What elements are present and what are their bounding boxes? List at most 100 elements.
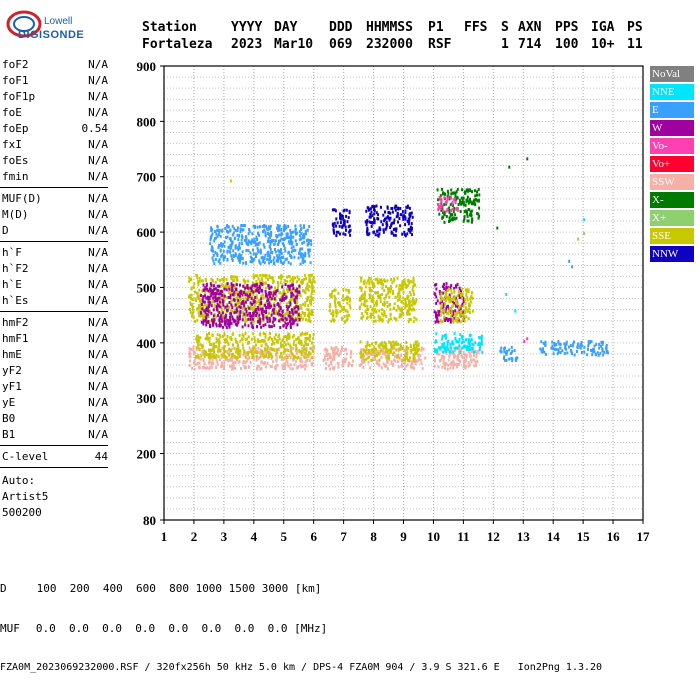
echo-point bbox=[222, 291, 225, 295]
echo-point bbox=[377, 213, 379, 217]
echo-point bbox=[215, 236, 218, 240]
echo-point bbox=[263, 310, 266, 314]
echo-point bbox=[473, 198, 476, 202]
echo-point bbox=[414, 301, 417, 305]
x-tick-label: 16 bbox=[607, 529, 621, 544]
footer: D 100 200 400 600 800 1000 1500 3000 [km]… bbox=[0, 556, 602, 689]
echo-point bbox=[280, 251, 283, 255]
header-label-s: S bbox=[501, 20, 509, 35]
echo-point bbox=[390, 346, 393, 350]
echo-point bbox=[458, 313, 461, 317]
echo-point bbox=[264, 332, 267, 336]
param-row-yf2: yF2 N/A bbox=[2, 364, 108, 378]
echo-point bbox=[289, 322, 292, 326]
echo-point bbox=[300, 339, 303, 343]
echo-point bbox=[539, 347, 542, 351]
echo-point bbox=[285, 226, 288, 230]
echo-point bbox=[439, 201, 442, 205]
echo-point bbox=[310, 312, 312, 316]
echo-point bbox=[335, 352, 338, 356]
echo-point bbox=[406, 220, 409, 223]
x-tick-label: 3 bbox=[221, 529, 228, 544]
echo-point bbox=[541, 348, 544, 352]
echo-point bbox=[216, 284, 219, 288]
echo-point bbox=[236, 309, 239, 313]
echo-point bbox=[451, 207, 454, 211]
echo-point bbox=[197, 342, 200, 346]
echo-point bbox=[236, 346, 239, 349]
x-tick-label: 2 bbox=[191, 529, 198, 544]
echo-point bbox=[385, 216, 388, 220]
echo-point bbox=[262, 317, 265, 321]
echo-point bbox=[467, 219, 470, 223]
echo-point bbox=[218, 284, 221, 288]
param-name: h`Es bbox=[2, 294, 29, 307]
echo-point bbox=[372, 230, 375, 234]
echo-point bbox=[407, 220, 410, 224]
echo-point bbox=[242, 261, 245, 265]
echo-point bbox=[223, 297, 226, 301]
echo-point bbox=[378, 358, 381, 362]
echo-point bbox=[274, 286, 276, 290]
echo-point bbox=[249, 289, 252, 293]
echo-point bbox=[242, 314, 244, 318]
echo-point bbox=[330, 346, 333, 350]
echo-point bbox=[375, 361, 378, 365]
echo-point bbox=[214, 251, 217, 255]
echo-point bbox=[223, 276, 226, 280]
echo-point bbox=[278, 253, 281, 257]
echo-point bbox=[219, 290, 222, 294]
echo-point bbox=[325, 361, 328, 365]
echo-point bbox=[439, 318, 442, 322]
echo-point bbox=[458, 286, 461, 290]
echo-point bbox=[417, 344, 420, 348]
echo-point bbox=[209, 287, 212, 291]
echo-point bbox=[447, 309, 450, 313]
echo-point bbox=[360, 279, 363, 283]
echo-point bbox=[297, 307, 300, 311]
echo-point bbox=[225, 326, 228, 330]
echo-point bbox=[221, 298, 224, 302]
echo-point bbox=[441, 335, 444, 339]
echo-point bbox=[342, 308, 345, 311]
echo-point bbox=[310, 285, 313, 289]
echo-point bbox=[332, 366, 334, 370]
echo-point bbox=[308, 317, 311, 321]
echo-point bbox=[302, 364, 305, 368]
echo-point bbox=[260, 256, 263, 260]
echo-point bbox=[296, 290, 299, 294]
echo-point bbox=[212, 259, 215, 263]
echo-point bbox=[407, 299, 410, 303]
echo-point bbox=[551, 340, 554, 344]
echo-point bbox=[333, 231, 335, 235]
echo-point bbox=[305, 343, 308, 346]
echo-point bbox=[232, 283, 235, 287]
echo-point bbox=[231, 242, 233, 246]
echo-point bbox=[409, 365, 412, 369]
echo-point bbox=[190, 293, 193, 297]
echo-point bbox=[397, 220, 399, 224]
echo-point bbox=[281, 309, 284, 313]
echo-point bbox=[227, 342, 230, 346]
echo-point bbox=[225, 236, 227, 240]
echo-point bbox=[297, 286, 300, 290]
echo-point bbox=[225, 288, 228, 292]
echo-point bbox=[198, 365, 200, 369]
echo-point bbox=[260, 297, 263, 301]
header-value-day: Mar10 bbox=[274, 37, 314, 52]
echo-cluster-w bbox=[200, 282, 301, 330]
echo-point bbox=[278, 239, 280, 243]
echo-point bbox=[221, 315, 224, 318]
echo-point bbox=[274, 292, 277, 296]
echo-point bbox=[458, 338, 461, 341]
echo-point bbox=[453, 316, 456, 320]
echo-point bbox=[362, 314, 365, 318]
echo-point bbox=[252, 345, 255, 349]
echo-point bbox=[467, 364, 470, 368]
echo-point bbox=[226, 282, 229, 286]
echo-point bbox=[312, 344, 315, 348]
echo-point bbox=[284, 335, 287, 338]
x-tick-label: 10 bbox=[427, 529, 440, 544]
echo-point bbox=[217, 292, 220, 296]
echo-point bbox=[473, 202, 476, 206]
